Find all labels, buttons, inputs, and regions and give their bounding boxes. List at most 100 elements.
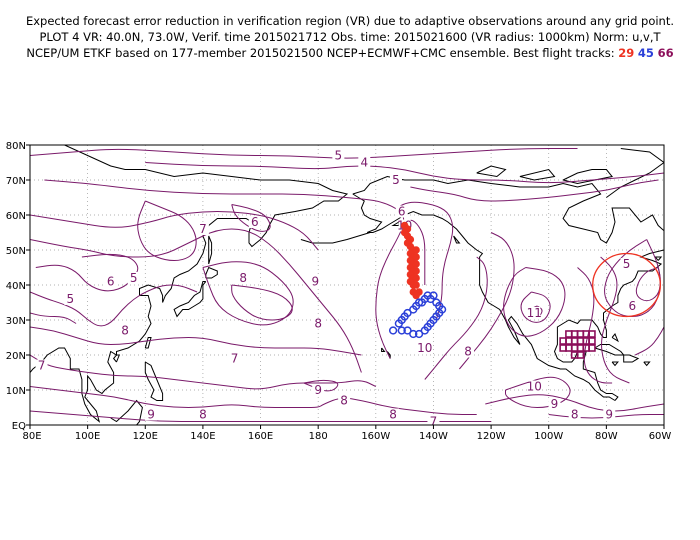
contour-label-bg bbox=[312, 384, 325, 396]
contour-label: 11 bbox=[527, 306, 542, 320]
contour-label-bg bbox=[104, 275, 117, 288]
contour-label: 8 bbox=[199, 408, 207, 422]
track-29-point bbox=[412, 267, 420, 275]
contour-label: 4 bbox=[360, 156, 368, 170]
coastline-segment bbox=[208, 235, 213, 265]
longitude-labels: 80E 100E 120E 140E 160E 180 160W 140W 120W 100W 80… bbox=[22, 431, 671, 442]
contour-label: 7 bbox=[231, 352, 239, 366]
map-title-line-2: PLOT 4 VR: 40.0N, 73.0W, Verif. time 201… bbox=[39, 30, 661, 44]
coastline-segment bbox=[30, 145, 349, 423]
lon-label: 140E bbox=[190, 431, 215, 442]
contour-label: 8 bbox=[340, 394, 348, 408]
contour-label-bg bbox=[620, 258, 633, 270]
track-29-point bbox=[412, 291, 420, 300]
coastline-segment bbox=[476, 165, 507, 178]
track-45-point bbox=[429, 291, 438, 300]
coastline-segment bbox=[453, 235, 461, 244]
coastline-segment bbox=[643, 361, 651, 367]
coastline-segment bbox=[173, 281, 207, 318]
lon-label: 100E bbox=[75, 431, 100, 442]
contour-line bbox=[520, 291, 551, 323]
contour-label-bg bbox=[568, 408, 581, 421]
track-29-point bbox=[412, 281, 420, 289]
contour-label-bg bbox=[626, 300, 639, 312]
contour-label-bg bbox=[528, 307, 541, 319]
contour-label-bg bbox=[395, 205, 408, 218]
contour-label: 7 bbox=[430, 415, 438, 429]
contour-label-bg bbox=[237, 272, 250, 284]
contour-label: 10 bbox=[417, 341, 432, 355]
contour-label: 8 bbox=[314, 317, 322, 331]
contour-label: 9 bbox=[605, 408, 613, 422]
contour-label-bg bbox=[338, 394, 351, 407]
contour-label-bg bbox=[462, 345, 475, 358]
contour-label-bg bbox=[64, 293, 77, 305]
contour-label-bg bbox=[119, 324, 132, 337]
coastline-segment bbox=[611, 333, 619, 343]
contour-label-bg bbox=[387, 408, 400, 421]
contour-line bbox=[635, 267, 661, 302]
contour-line bbox=[231, 284, 293, 321]
coastline-segment bbox=[519, 168, 556, 181]
coastline-segment bbox=[352, 175, 664, 401]
contour-line bbox=[30, 284, 198, 327]
contour-label-bg bbox=[309, 275, 322, 288]
map-title-line-1: Expected forecast error reduction in ver… bbox=[25, 14, 675, 28]
lat-label: 10N bbox=[6, 386, 26, 397]
contour-label: 7 bbox=[38, 359, 46, 373]
contour-label: 9 bbox=[311, 275, 319, 289]
track-29-point bbox=[412, 274, 420, 282]
contour-label: 9 bbox=[551, 397, 559, 411]
coastline-segment bbox=[611, 361, 619, 367]
track-45-point bbox=[414, 329, 424, 339]
contour-label: 6 bbox=[398, 205, 406, 219]
contour-label: 10 bbox=[527, 380, 542, 394]
contour-line bbox=[44, 179, 405, 359]
contour-label: 9 bbox=[147, 408, 155, 422]
coastline-segment bbox=[594, 344, 625, 356]
coastline-segment bbox=[606, 148, 664, 198]
contour-label-bg bbox=[196, 408, 209, 421]
track-45-point bbox=[397, 326, 406, 335]
error-reduction-contours bbox=[30, 148, 664, 422]
lat-label: 80N bbox=[6, 141, 26, 152]
coastline-segment bbox=[110, 399, 143, 425]
coastline-segment bbox=[381, 347, 386, 352]
track-29-point bbox=[412, 246, 420, 254]
contour-label: 5 bbox=[130, 271, 138, 285]
contour-label: 8 bbox=[389, 408, 397, 422]
contour-line bbox=[30, 210, 319, 251]
contour-label-bg bbox=[127, 272, 140, 284]
contour-label-bg bbox=[145, 408, 158, 421]
lon-label: 80W bbox=[595, 431, 618, 442]
coastline-segment bbox=[352, 193, 616, 401]
contour-label-bg bbox=[35, 359, 48, 372]
contour-label: 5 bbox=[623, 257, 631, 271]
track-45-point bbox=[409, 329, 418, 339]
track-29-point bbox=[412, 260, 420, 268]
track-45-point bbox=[403, 308, 412, 318]
contour-line bbox=[600, 256, 630, 384]
contour-line bbox=[30, 354, 377, 390]
contour-line bbox=[505, 376, 571, 409]
contour-label: 8 bbox=[464, 345, 472, 359]
track-66-point bbox=[588, 337, 596, 345]
coastline-segment bbox=[623, 354, 640, 363]
contour-labels: 54561076655898879879887108111098956 bbox=[35, 149, 639, 429]
contour-label: 5 bbox=[392, 173, 400, 187]
coastline-segment bbox=[144, 337, 152, 349]
verification-region-circle bbox=[592, 252, 662, 318]
contour-label-bg bbox=[358, 156, 371, 169]
track-66-point bbox=[576, 351, 585, 359]
contour-line bbox=[485, 394, 664, 412]
contour-label: 7 bbox=[199, 222, 207, 236]
track-45-point bbox=[388, 326, 398, 335]
track-66-label: 66 bbox=[657, 46, 674, 60]
track-29-point bbox=[412, 253, 420, 261]
contour-label-bg bbox=[389, 174, 402, 186]
track-29-label: 29 bbox=[618, 46, 635, 60]
contour-label: 5 bbox=[67, 292, 75, 306]
lat-label: 70N bbox=[6, 176, 26, 187]
contour-line bbox=[30, 326, 362, 356]
